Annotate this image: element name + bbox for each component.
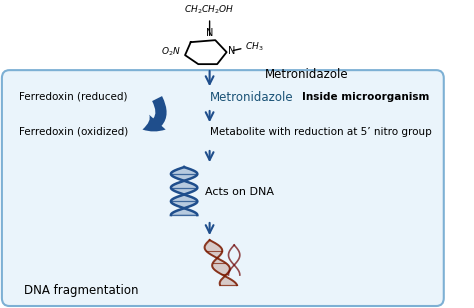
Text: Metronidazole: Metronidazole — [210, 91, 293, 104]
Text: $O_2N$: $O_2N$ — [162, 46, 181, 59]
Text: N: N — [206, 28, 213, 38]
Text: Inside microorganism: Inside microorganism — [302, 92, 429, 102]
Text: Ferredoxin (oxidized): Ferredoxin (oxidized) — [19, 126, 128, 136]
Text: $CH_3$: $CH_3$ — [246, 41, 264, 53]
FancyArrowPatch shape — [143, 96, 167, 132]
Text: Metabolite with reduction at 5’ nitro group: Metabolite with reduction at 5’ nitro gr… — [210, 127, 431, 137]
Text: Acts on DNA: Acts on DNA — [205, 187, 274, 197]
Text: $CH_2CH_2OH$: $CH_2CH_2OH$ — [184, 4, 235, 16]
Text: Metronidazole: Metronidazole — [264, 68, 348, 81]
Text: N: N — [228, 46, 236, 56]
Text: Ferredoxin (reduced): Ferredoxin (reduced) — [19, 91, 128, 101]
Text: DNA fragmentation: DNA fragmentation — [24, 283, 138, 297]
FancyBboxPatch shape — [2, 70, 444, 306]
